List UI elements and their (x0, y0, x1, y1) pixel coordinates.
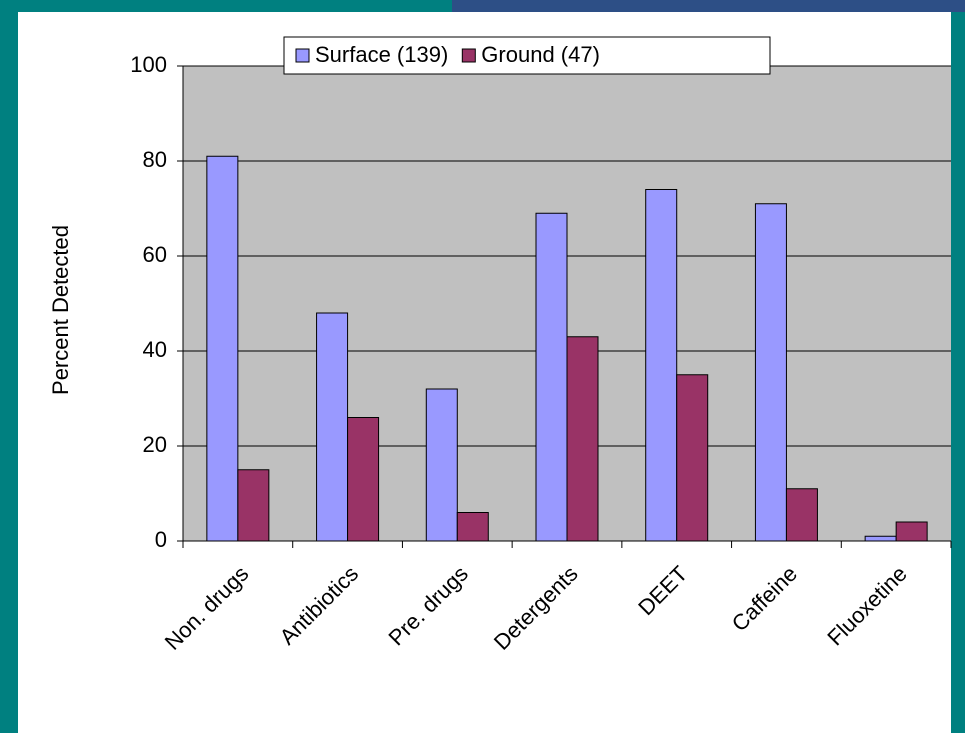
bar (646, 190, 677, 542)
bar (207, 156, 238, 541)
legend-label: Ground (47) (481, 42, 600, 67)
page: Percent Detected 020406080100Non. drugsA… (0, 0, 965, 733)
bar (755, 204, 786, 541)
bar (457, 513, 488, 542)
bar (865, 536, 896, 541)
bar (426, 389, 457, 541)
y-tick-label: 20 (143, 432, 167, 457)
bar (348, 418, 379, 542)
bar (238, 470, 269, 541)
header-image (452, 0, 965, 12)
y-tick-label: 0 (155, 527, 167, 552)
bar (536, 213, 567, 541)
legend-marker (296, 49, 309, 62)
y-tick-label: 60 (143, 242, 167, 267)
bar (677, 375, 708, 541)
legend-marker (462, 49, 475, 62)
bar (786, 489, 817, 541)
chart: Percent Detected 020406080100Non. drugsA… (0, 0, 965, 733)
y-tick-label: 100 (130, 52, 167, 77)
bar (567, 337, 598, 541)
y-tick-label: 80 (143, 147, 167, 172)
legend-label: Surface (139) (315, 42, 448, 67)
y-tick-label: 40 (143, 337, 167, 362)
y-axis-label: Percent Detected (48, 225, 73, 395)
bar (896, 522, 927, 541)
bar (317, 313, 348, 541)
